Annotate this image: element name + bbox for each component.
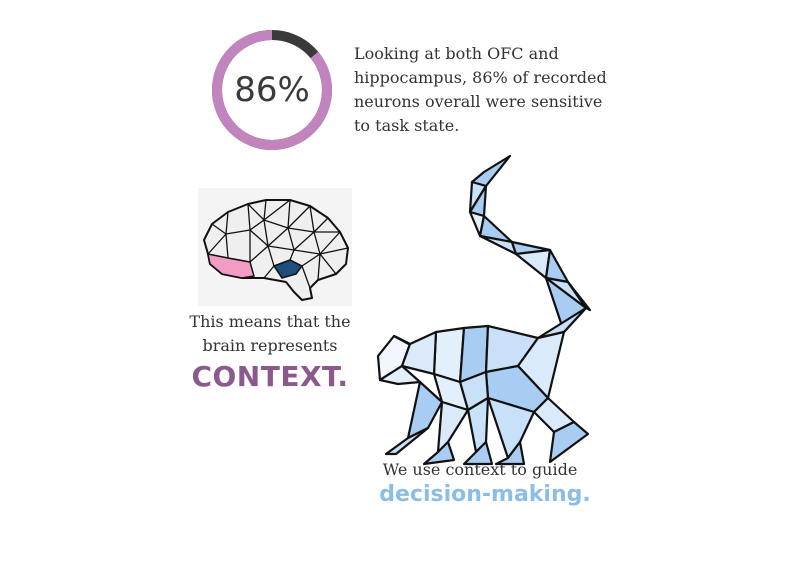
brain-caption: This means that the brain represents: [189, 312, 351, 355]
monkey-icon: [376, 154, 592, 466]
brain-illustration: [198, 188, 352, 306]
percent-gauge: 86%: [210, 28, 334, 152]
gauge-fill: [212, 30, 332, 150]
brain-icon: [198, 188, 352, 306]
monkey-caption: We use context to guide: [382, 460, 578, 479]
gauge-percent-label: 86%: [234, 70, 310, 110]
context-heading: CONTEXT.: [191, 360, 349, 393]
decision-making-heading: decision-making.: [379, 482, 591, 507]
monkey-illustration: [368, 152, 604, 472]
donut-gauge-icon: [212, 30, 332, 150]
stat-description: Looking at both OFC and hippocampus, 86%…: [354, 44, 607, 135]
